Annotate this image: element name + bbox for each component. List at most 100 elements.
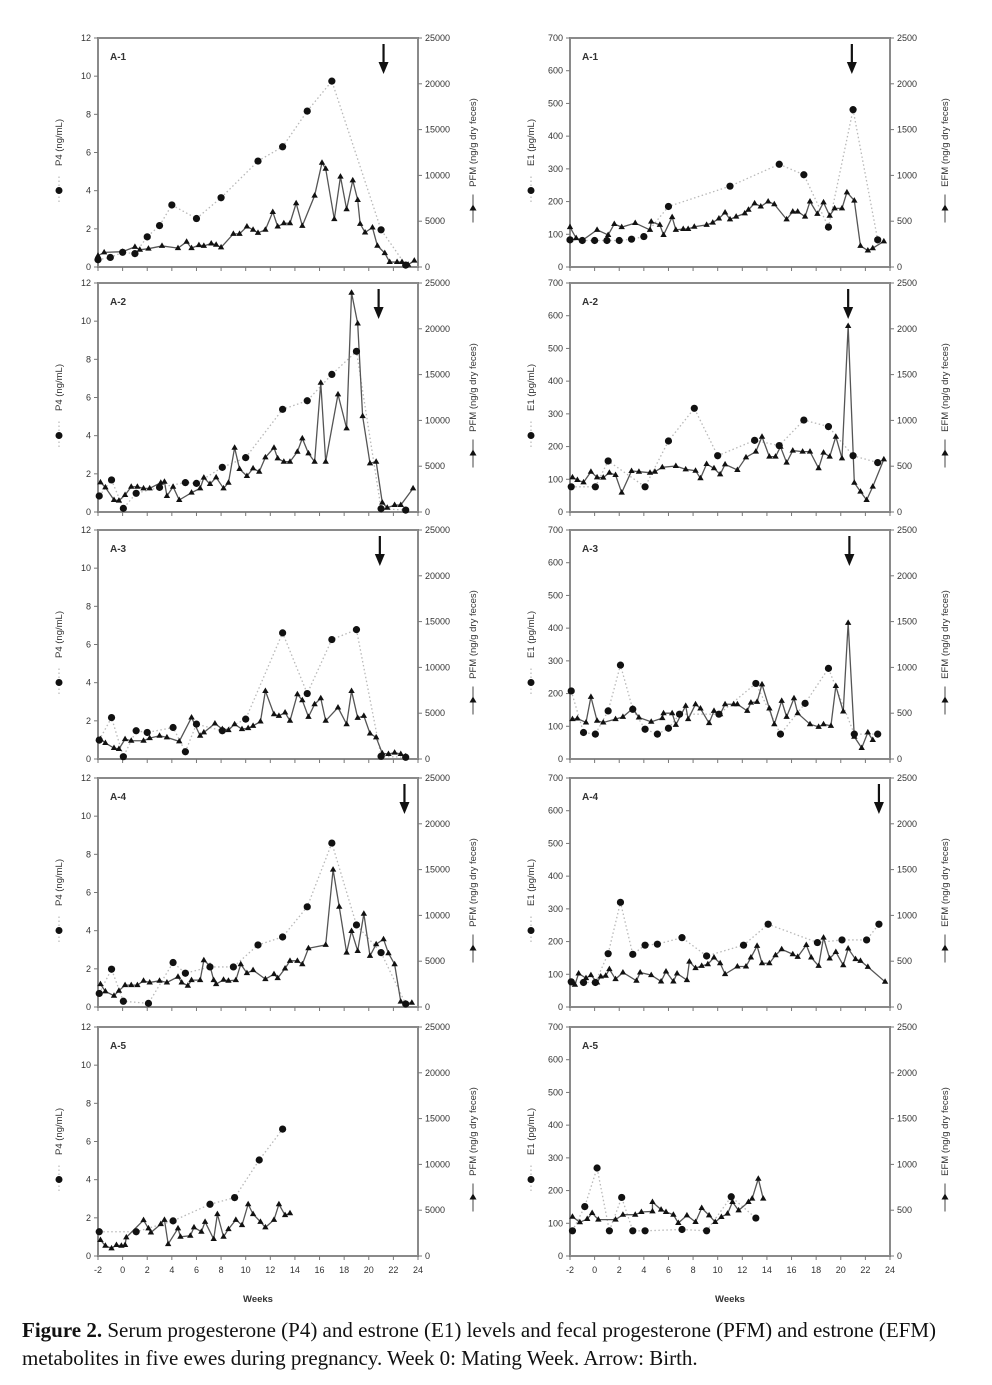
fecal-point: [210, 976, 217, 983]
fecal-point: [734, 700, 741, 707]
x-tick-label: 12: [737, 1265, 747, 1275]
fecal-point: [851, 479, 858, 485]
y-left-tick-label: 2: [86, 469, 91, 479]
serum-point: [751, 436, 759, 444]
fecal-point: [662, 1208, 670, 1215]
fecal-point: [374, 242, 381, 248]
serum-point: [581, 1203, 589, 1211]
fecal-point: [753, 698, 761, 704]
fecal-point: [758, 433, 766, 439]
fecal-point: [356, 220, 364, 226]
x-tick-label: 20: [364, 1265, 374, 1275]
fecal-point: [244, 724, 252, 731]
fecal-point: [844, 322, 852, 328]
panel-label: A-3: [110, 544, 127, 555]
fecal-point: [102, 483, 109, 490]
fecal-legend-marker: [941, 1193, 949, 1200]
serum-point: [119, 753, 127, 761]
y-left-tick-label: 10: [81, 316, 91, 326]
fecal-point: [660, 231, 667, 237]
fecal-point: [220, 484, 227, 491]
y-left-tick-label: 8: [86, 109, 91, 119]
serum-point: [824, 423, 833, 431]
y-left-tick-label: 8: [86, 354, 91, 364]
fecal-point: [359, 412, 366, 419]
birth-arrow-head: [844, 554, 855, 566]
y-left-tick-label: 4: [86, 186, 91, 196]
fecal-point: [256, 468, 263, 474]
y-left-tick-label: 200: [548, 689, 563, 699]
y-left-tick-label: 0: [558, 1002, 563, 1012]
fecal-point: [582, 718, 590, 725]
fecal-point: [176, 496, 183, 503]
x-axis-label: Weeks: [243, 1294, 273, 1305]
fecal-point: [635, 714, 643, 720]
y-left-tick-label: 200: [548, 937, 563, 947]
serum-point: [377, 505, 385, 513]
serum-point: [131, 250, 139, 258]
y-left-tick-label: 12: [81, 525, 91, 535]
fecal-point: [397, 750, 404, 757]
y-right-tick-label: 10000: [425, 662, 450, 672]
fecal-point: [225, 1225, 232, 1232]
fecal-point: [619, 968, 627, 975]
fecal-point: [580, 478, 587, 485]
fecal-point: [220, 976, 227, 982]
fecal-point: [163, 978, 171, 985]
y-left-tick-label: 6: [86, 1137, 91, 1147]
serum-point: [591, 978, 599, 987]
fecal-point: [789, 208, 796, 214]
fecal-point: [832, 682, 840, 688]
fecal-point: [606, 965, 613, 972]
fecal-point: [604, 231, 612, 237]
y-right-tick-label: 2000: [897, 819, 917, 829]
fecal-point: [97, 1236, 104, 1243]
y-left-tick-label: 300: [548, 1153, 563, 1163]
y-left-tick-label: 300: [548, 164, 563, 174]
fecal-point: [329, 866, 337, 872]
y-left-tick-label: 4: [86, 1175, 91, 1185]
fecal-legend-marker: [941, 696, 949, 703]
fecal-point: [176, 737, 183, 744]
fecal-point: [178, 978, 185, 985]
fecal-point: [593, 717, 601, 723]
serum-point: [377, 949, 385, 957]
y-right-tick-label: 1000: [897, 910, 917, 920]
y-right-tick-label: 0: [897, 1002, 902, 1012]
serum-point: [578, 236, 586, 245]
fecal-point: [686, 958, 693, 964]
fecal-point: [826, 453, 833, 459]
fecal-point: [815, 723, 822, 729]
fecal-point: [742, 453, 750, 460]
fecal-point: [262, 975, 269, 982]
y-left-axis-label: P4 (ng/mL): [54, 859, 65, 906]
fecal-point: [231, 720, 238, 727]
fecal-point: [778, 697, 785, 703]
serum-point: [402, 506, 410, 514]
fecal-point: [600, 474, 607, 480]
fecal-point: [569, 1213, 576, 1219]
y-left-tick-label: 300: [548, 904, 563, 914]
y-right-tick-label: 25000: [425, 33, 450, 43]
y-left-tick-label: 0: [86, 262, 91, 272]
x-tick-label: 0: [120, 1265, 125, 1275]
fecal-point: [571, 981, 579, 987]
fecal-point: [566, 223, 574, 230]
y-right-axis-label: EFM (ng/g dry feces): [940, 838, 951, 927]
fecal-point: [618, 489, 625, 495]
fecal-point: [274, 454, 281, 461]
y-right-tick-label: 10000: [425, 170, 450, 180]
serum-point: [279, 933, 287, 941]
fecal-series-line: [99, 292, 414, 509]
y-right-tick-label: 0: [425, 507, 430, 517]
fecal-point: [619, 713, 627, 719]
y-left-tick-label: 600: [548, 806, 563, 816]
fecal-point: [305, 944, 312, 951]
fecal-point: [852, 955, 859, 962]
y-right-tick-label: 20000: [425, 1068, 450, 1078]
fecal-point: [212, 241, 220, 247]
fecal-point: [633, 977, 640, 983]
birth-arrow-head: [378, 62, 389, 74]
y-right-tick-label: 5000: [425, 708, 445, 718]
fecal-legend-marker: [469, 944, 477, 951]
